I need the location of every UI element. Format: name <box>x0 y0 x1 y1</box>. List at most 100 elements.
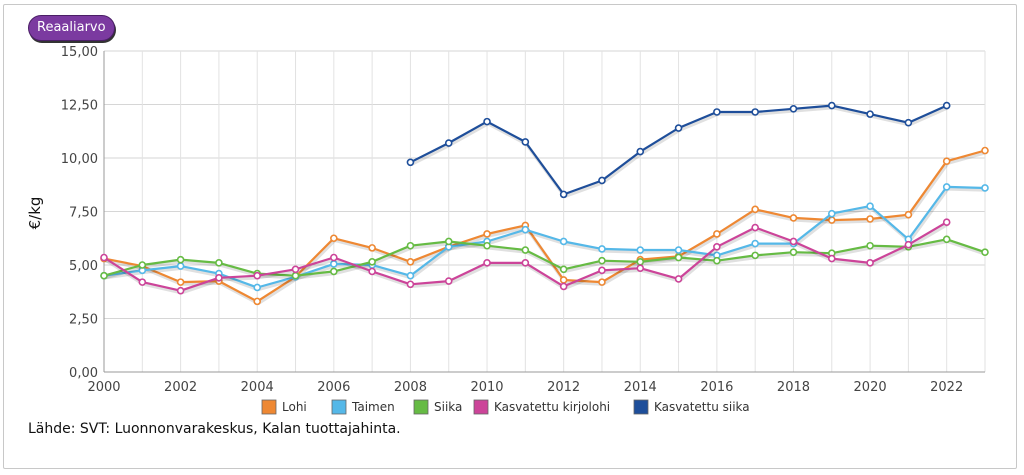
data-point[interactable] <box>713 256 721 265</box>
data-point[interactable] <box>521 259 530 267</box>
data-point[interactable] <box>406 271 415 280</box>
data-point[interactable] <box>866 202 874 210</box>
data-point[interactable] <box>559 276 568 284</box>
data-point[interactable] <box>827 254 836 263</box>
data-point[interactable] <box>444 277 453 285</box>
data-point[interactable] <box>598 256 606 265</box>
data-point[interactable] <box>827 101 836 110</box>
data-point[interactable] <box>827 209 836 218</box>
data-point[interactable] <box>138 261 147 269</box>
data-point[interactable] <box>406 257 415 266</box>
data-point[interactable] <box>904 118 913 127</box>
legend-item[interactable]: Kasvatettu siika <box>633 399 750 415</box>
data-point[interactable] <box>942 235 951 244</box>
data-point[interactable] <box>981 184 989 192</box>
data-point[interactable] <box>751 223 759 232</box>
data-point[interactable] <box>406 241 415 250</box>
data-point[interactable] <box>674 275 683 283</box>
data-point[interactable] <box>406 280 415 289</box>
y-tick-label: 12,50 <box>61 99 98 114</box>
y-tick-label: 10,00 <box>61 152 98 167</box>
data-point[interactable] <box>713 108 721 116</box>
data-point[interactable] <box>866 110 874 118</box>
data-point[interactable] <box>176 286 185 295</box>
data-point[interactable] <box>904 240 913 249</box>
data-point[interactable] <box>559 265 568 274</box>
data-point[interactable] <box>981 248 989 256</box>
data-point[interactable] <box>751 239 759 248</box>
data-point[interactable] <box>559 282 568 291</box>
data-point[interactable] <box>368 257 376 266</box>
data-point[interactable] <box>789 214 798 222</box>
data-point[interactable] <box>674 246 683 254</box>
data-point[interactable] <box>521 246 530 254</box>
data-point[interactable] <box>138 278 147 286</box>
data-point[interactable] <box>100 271 108 280</box>
data-point[interactable] <box>866 259 874 267</box>
data-point[interactable] <box>866 215 874 223</box>
data-point[interactable] <box>636 147 645 156</box>
data-point[interactable] <box>406 158 415 167</box>
data-point[interactable] <box>942 101 951 110</box>
data-point[interactable] <box>521 225 530 234</box>
data-point[interactable] <box>751 108 759 116</box>
data-point[interactable] <box>942 183 951 191</box>
legend[interactable]: Lohi Taimen Siika Kasvatettu kirjolohi Kasva… <box>261 399 750 415</box>
data-point[interactable] <box>444 139 453 147</box>
data-point[interactable] <box>598 278 606 286</box>
data-point[interactable] <box>330 267 338 276</box>
x-tick-label: 2004 <box>241 380 274 395</box>
data-point[interactable] <box>713 230 721 238</box>
data-point[interactable] <box>100 253 108 262</box>
data-point[interactable] <box>942 157 951 166</box>
data-point[interactable] <box>598 266 606 275</box>
data-point[interactable] <box>253 297 262 306</box>
real-value-badge[interactable]: Reaaliarvo <box>28 15 115 41</box>
data-point[interactable] <box>981 146 989 155</box>
data-point[interactable] <box>751 205 759 214</box>
data-point[interactable] <box>521 138 530 146</box>
data-point[interactable] <box>291 265 300 274</box>
data-point[interactable] <box>368 244 376 252</box>
legend-item[interactable]: Taimen <box>331 399 395 415</box>
data-point[interactable] <box>483 241 491 250</box>
data-point[interactable] <box>789 237 798 246</box>
data-point[interactable] <box>636 257 645 266</box>
data-point[interactable] <box>330 253 338 262</box>
data-point[interactable] <box>483 259 491 267</box>
data-point[interactable] <box>674 124 683 132</box>
data-point[interactable] <box>636 246 645 254</box>
data-point[interactable] <box>215 274 223 282</box>
data-point[interactable] <box>176 278 185 286</box>
data-point[interactable] <box>789 248 798 256</box>
data-point[interactable] <box>215 259 223 267</box>
series-group <box>100 101 989 306</box>
data-point[interactable] <box>751 251 759 260</box>
legend-item[interactable]: Siika <box>413 399 462 415</box>
data-point[interactable] <box>176 262 185 270</box>
data-point[interactable] <box>942 218 951 226</box>
legend-item[interactable]: Lohi <box>261 399 307 415</box>
data-point[interactable] <box>176 255 185 264</box>
data-point[interactable] <box>253 271 262 280</box>
data-point[interactable] <box>559 190 568 199</box>
x-tick-label: 2014 <box>624 380 657 395</box>
data-point[interactable] <box>866 241 874 250</box>
data-point[interactable] <box>559 237 568 246</box>
data-point[interactable] <box>713 243 721 251</box>
data-point[interactable] <box>253 283 262 292</box>
data-point[interactable] <box>636 264 645 273</box>
data-point[interactable] <box>368 267 376 276</box>
data-point[interactable] <box>330 234 338 243</box>
data-point[interactable] <box>291 271 300 280</box>
data-point[interactable] <box>483 230 491 238</box>
data-point[interactable] <box>598 245 606 253</box>
data-point[interactable] <box>674 253 683 262</box>
data-point[interactable] <box>904 210 913 219</box>
data-point[interactable] <box>444 237 453 246</box>
legend-item[interactable]: Kasvatettu kirjolohi <box>473 399 610 415</box>
data-point[interactable] <box>483 117 491 126</box>
data-point[interactable] <box>598 176 606 185</box>
data-point[interactable] <box>789 104 798 113</box>
